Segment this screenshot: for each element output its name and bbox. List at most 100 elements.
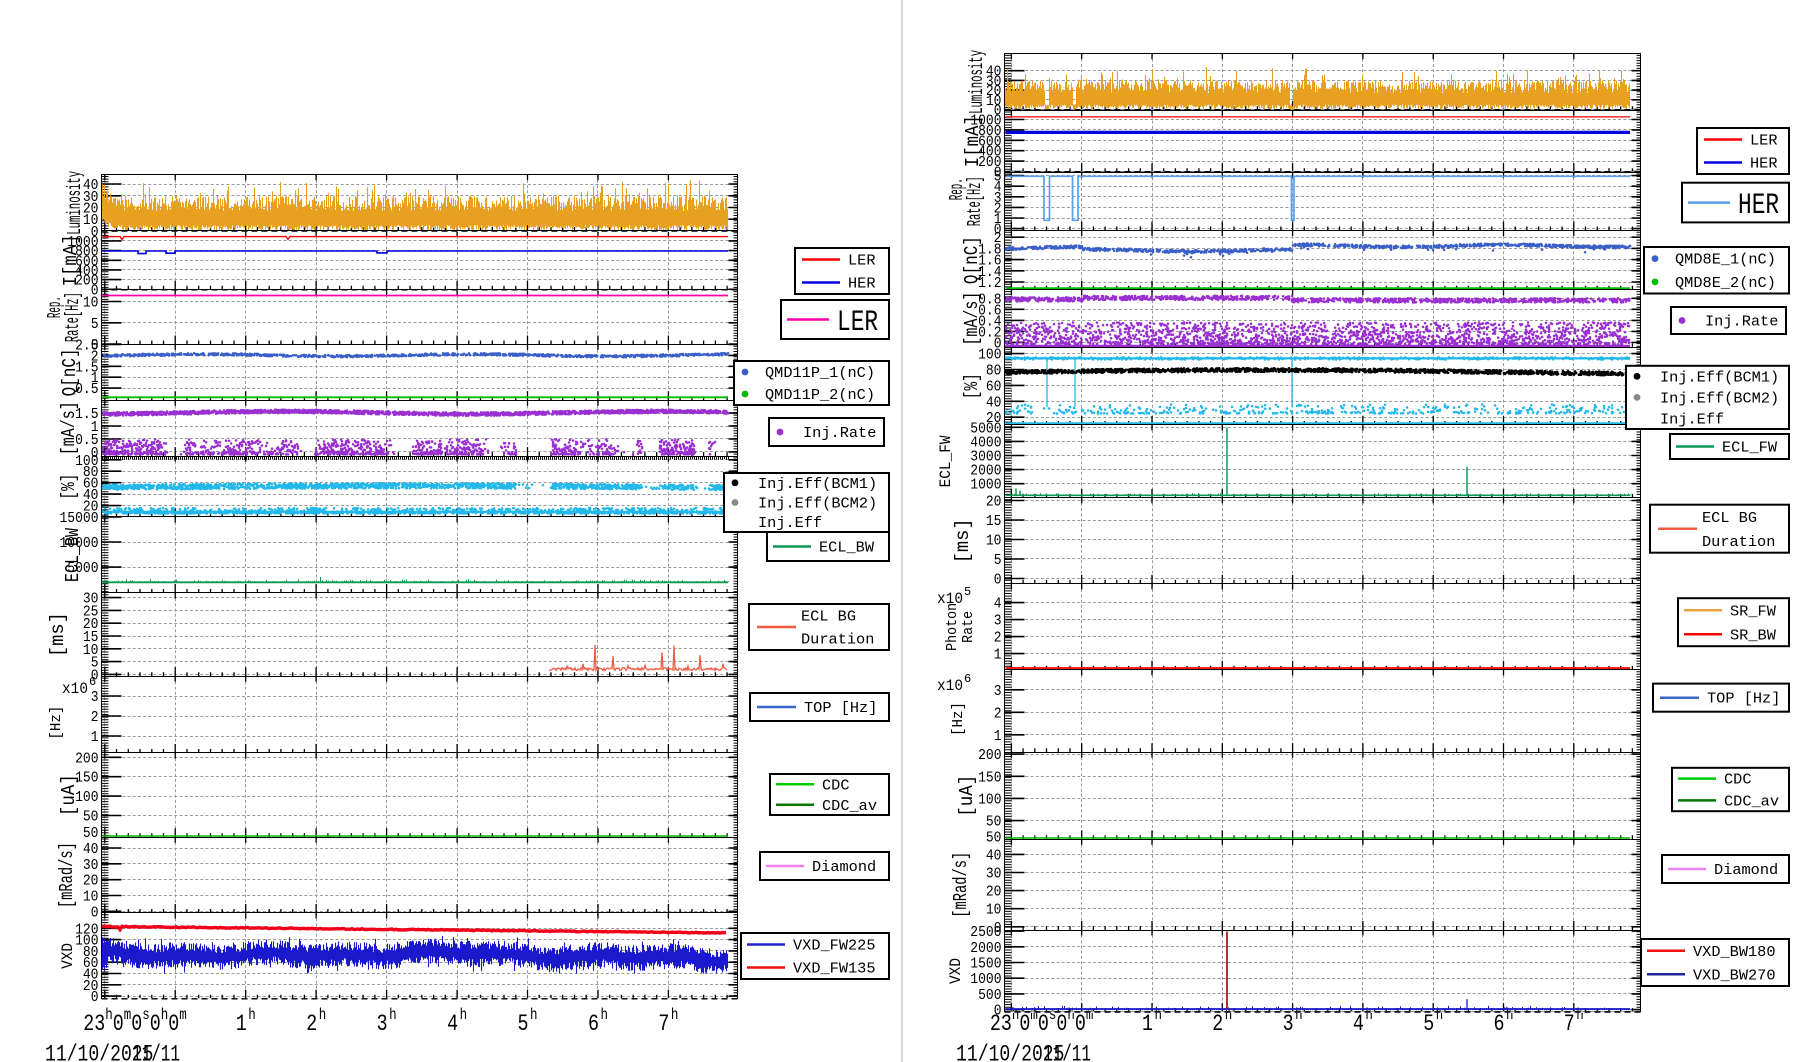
svg-text:20: 20 [83,499,99,516]
svg-text:20: 20 [986,83,1002,100]
svg-text:10: 10 [83,889,99,906]
svg-text:I[mA]: I[mA] [962,115,984,167]
svg-text:2: 2 [994,230,1002,247]
svg-text:h: h [1436,1006,1444,1024]
svg-text:6: 6 [964,672,971,686]
svg-text:1: 1 [994,728,1002,745]
svg-text:0.6: 0.6 [978,302,1001,319]
svg-text:VXD: VXD [947,958,965,984]
svg-text:0.2: 0.2 [978,324,1001,341]
svg-text:3: 3 [377,1011,388,1038]
svg-text:1000: 1000 [67,234,98,251]
svg-text:25: 25 [83,603,99,620]
svg-text:1: 1 [91,729,99,746]
svg-text:1.5: 1.5 [75,406,98,423]
svg-text:1.4: 1.4 [978,264,1001,281]
svg-text:100: 100 [978,347,1001,364]
svg-text:50: 50 [986,814,1002,831]
svg-text:5: 5 [994,552,1002,569]
svg-text:h: h [1225,1006,1233,1024]
svg-text:Inj.Eff: Inj.Eff [758,516,822,532]
svg-text:[mRad/s]: [mRad/s] [56,842,78,908]
svg-text:2: 2 [994,630,1002,647]
svg-text:30: 30 [83,857,99,874]
svg-text:0: 0 [91,989,99,1006]
svg-text:h: h [389,1006,397,1024]
svg-text:CDC_av: CDC_av [1724,794,1779,810]
svg-text:20: 20 [986,410,1002,427]
svg-text:4: 4 [1353,1011,1364,1038]
svg-text:2: 2 [91,709,99,726]
svg-text:800: 800 [75,244,98,261]
svg-text:[ms]: [ms] [47,612,69,657]
svg-text:h: h [671,1006,679,1024]
svg-text:5: 5 [91,655,99,672]
svg-text:5: 5 [91,316,99,333]
svg-text:7: 7 [658,1011,669,1038]
svg-text:2000: 2000 [970,940,1001,957]
svg-text:80: 80 [986,363,1002,380]
svg-text:100: 100 [75,453,98,470]
svg-text:0: 0 [994,335,1002,352]
svg-text:0: 0 [994,1003,1002,1020]
svg-text:6: 6 [1494,1011,1505,1038]
svg-text:LER: LER [1750,134,1778,150]
svg-text:10: 10 [986,93,1002,110]
svg-text:20: 20 [83,978,99,995]
svg-text:2000: 2000 [970,463,1001,480]
svg-text:4: 4 [994,179,1002,196]
svg-text:Rep.: Rep. [44,296,66,318]
svg-text:2500: 2500 [970,924,1001,941]
svg-text:h: h [1365,1006,1373,1024]
svg-text:200: 200 [978,747,1001,764]
svg-text:1000: 1000 [970,971,1001,988]
svg-text:ECL BG: ECL BG [801,610,856,626]
svg-text:3: 3 [994,190,1002,207]
svg-text:800: 800 [978,123,1001,140]
svg-text:QMD11P_2(nC): QMD11P_2(nC) [765,388,875,404]
svg-text:m: m [179,1006,187,1024]
svg-text:4: 4 [994,596,1002,613]
svg-text:Luminosity: Luminosity [966,50,988,114]
svg-text:[%]: [%] [961,373,983,399]
svg-text:Rep.: Rep. [946,178,968,200]
svg-text:10: 10 [83,212,99,229]
svg-text:4000: 4000 [970,434,1001,451]
svg-text:2: 2 [994,200,1002,217]
svg-text:40: 40 [986,847,1002,864]
svg-text:20: 20 [986,884,1002,901]
svg-text:100: 100 [978,791,1001,808]
svg-text:150: 150 [75,770,98,787]
svg-text:40: 40 [83,841,99,858]
svg-text:m: m [1086,1006,1094,1024]
svg-text:x10: x10 [937,590,963,608]
svg-text:5: 5 [964,585,971,599]
svg-text:Inj.Eff(BCM1): Inj.Eff(BCM1) [758,477,877,493]
svg-text:0: 0 [91,667,99,684]
svg-text:0: 0 [131,1011,142,1038]
svg-text:ECL BG: ECL BG [1702,511,1757,527]
svg-text:CDC: CDC [822,778,850,794]
svg-text:10: 10 [986,533,1002,550]
svg-text:1500: 1500 [970,956,1001,973]
svg-text:0: 0 [91,282,99,299]
svg-text:h: h [161,1006,169,1024]
svg-text:QMD11P_1(nC): QMD11P_1(nC) [765,366,875,382]
svg-text:0: 0 [91,337,99,354]
svg-text:23: 23 [990,1011,1012,1038]
svg-text:Q[nC]: Q[nC] [961,236,983,284]
svg-text:Inj.Eff: Inj.Eff [1660,413,1724,429]
svg-text:Inj.Eff(BCM2): Inj.Eff(BCM2) [1660,392,1779,408]
svg-text:0: 0 [994,103,1002,120]
svg-text:200: 200 [75,750,98,767]
svg-text:40: 40 [83,177,99,194]
svg-text:15: 15 [83,629,99,646]
svg-text:5: 5 [1423,1011,1434,1038]
svg-text:4: 4 [447,1011,458,1038]
svg-text:23: 23 [83,1011,105,1038]
svg-text:0: 0 [1056,1011,1067,1038]
svg-text:SR_FW: SR_FW [1730,604,1776,620]
svg-text:Diamond: Diamond [812,860,876,876]
svg-text:Inj.Eff(BCM1): Inj.Eff(BCM1) [1660,370,1779,386]
svg-text:6: 6 [89,675,96,689]
